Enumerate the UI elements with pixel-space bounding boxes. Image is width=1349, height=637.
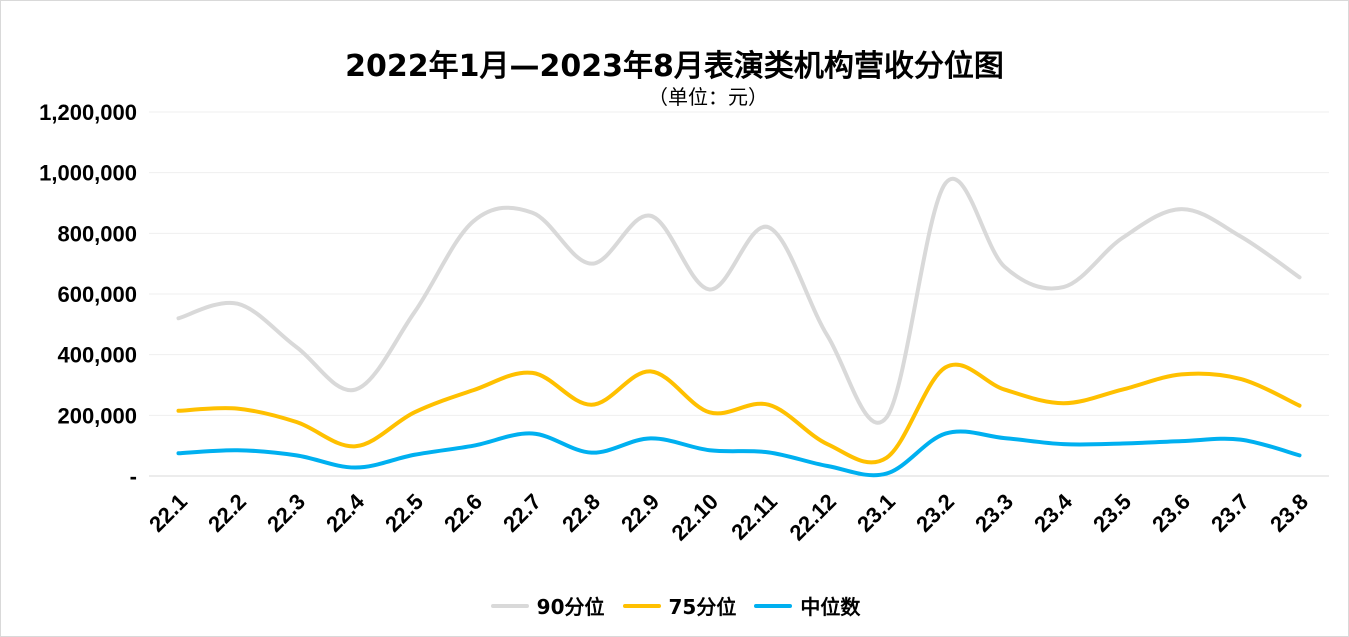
x-tick-label: 22.4	[321, 488, 369, 536]
legend-label: 75分位	[668, 595, 737, 619]
x-tick-label: 23.2	[911, 489, 959, 537]
x-tick-label: 22.8	[557, 489, 605, 537]
x-tick-label: 22.6	[439, 489, 487, 537]
legend-item: 中位数	[754, 591, 860, 620]
x-tick-label: 23.1	[852, 489, 900, 537]
x-tick-label: 23.3	[970, 489, 1018, 537]
legend-swatch	[622, 603, 661, 608]
legend-item: 75分位	[622, 591, 737, 620]
x-tick-label: 22.10	[666, 489, 723, 546]
y-tick-label: 600,000	[57, 282, 137, 307]
y-tick-label: 200,000	[57, 403, 137, 428]
x-tick-label: 22.7	[498, 489, 546, 537]
legend: 90分位 75分位 中位数	[1, 591, 1349, 620]
y-tick-label: -	[130, 464, 137, 489]
y-tick-label: 1,000,000	[39, 161, 137, 186]
x-tick-label: 22.11	[726, 489, 782, 545]
legend-swatch	[754, 603, 793, 608]
legend-swatch	[490, 603, 529, 608]
x-tick-label: 23.5	[1088, 489, 1136, 537]
x-tick-label: 22.3	[262, 489, 310, 537]
x-tick-label: 23.8	[1265, 489, 1313, 537]
y-tick-label: 800,000	[57, 221, 137, 246]
legend-label: 90分位	[536, 595, 605, 619]
legend-item: 90分位	[490, 591, 605, 620]
y-tick-label: 400,000	[57, 343, 137, 368]
series-line-0	[176, 177, 1302, 425]
x-tick-label: 22.1	[144, 489, 192, 537]
grid-lines	[149, 111, 1329, 477]
x-tick-label: 22.9	[616, 489, 664, 537]
y-tick-label: 1,200,000	[39, 100, 137, 125]
series-lines	[176, 177, 1302, 478]
x-tick-label: 22.12	[784, 489, 841, 546]
x-tick-label: 23.7	[1206, 489, 1254, 537]
series-line-2	[176, 429, 1302, 478]
y-axis-ticks: - 200,000 400,000 600,000 800,000 1,000,000 1,…	[39, 100, 137, 489]
x-axis-ticks: 22.1 22.2 22.3 22.4 22.5 22.6 22.7 22.8 22.9 22.1…	[144, 488, 1313, 545]
legend-label: 中位数	[800, 595, 861, 619]
x-tick-label: 22.2	[203, 489, 251, 537]
series-line-1	[176, 362, 1302, 465]
x-tick-label: 23.4	[1029, 488, 1077, 536]
x-tick-label: 22.5	[380, 489, 428, 537]
x-tick-label: 23.6	[1147, 489, 1195, 537]
chart-subtitle: （单位：元）	[648, 85, 768, 109]
chart-title: 2022年1月—2023年8月表演类机构营收分位图	[345, 49, 1004, 84]
